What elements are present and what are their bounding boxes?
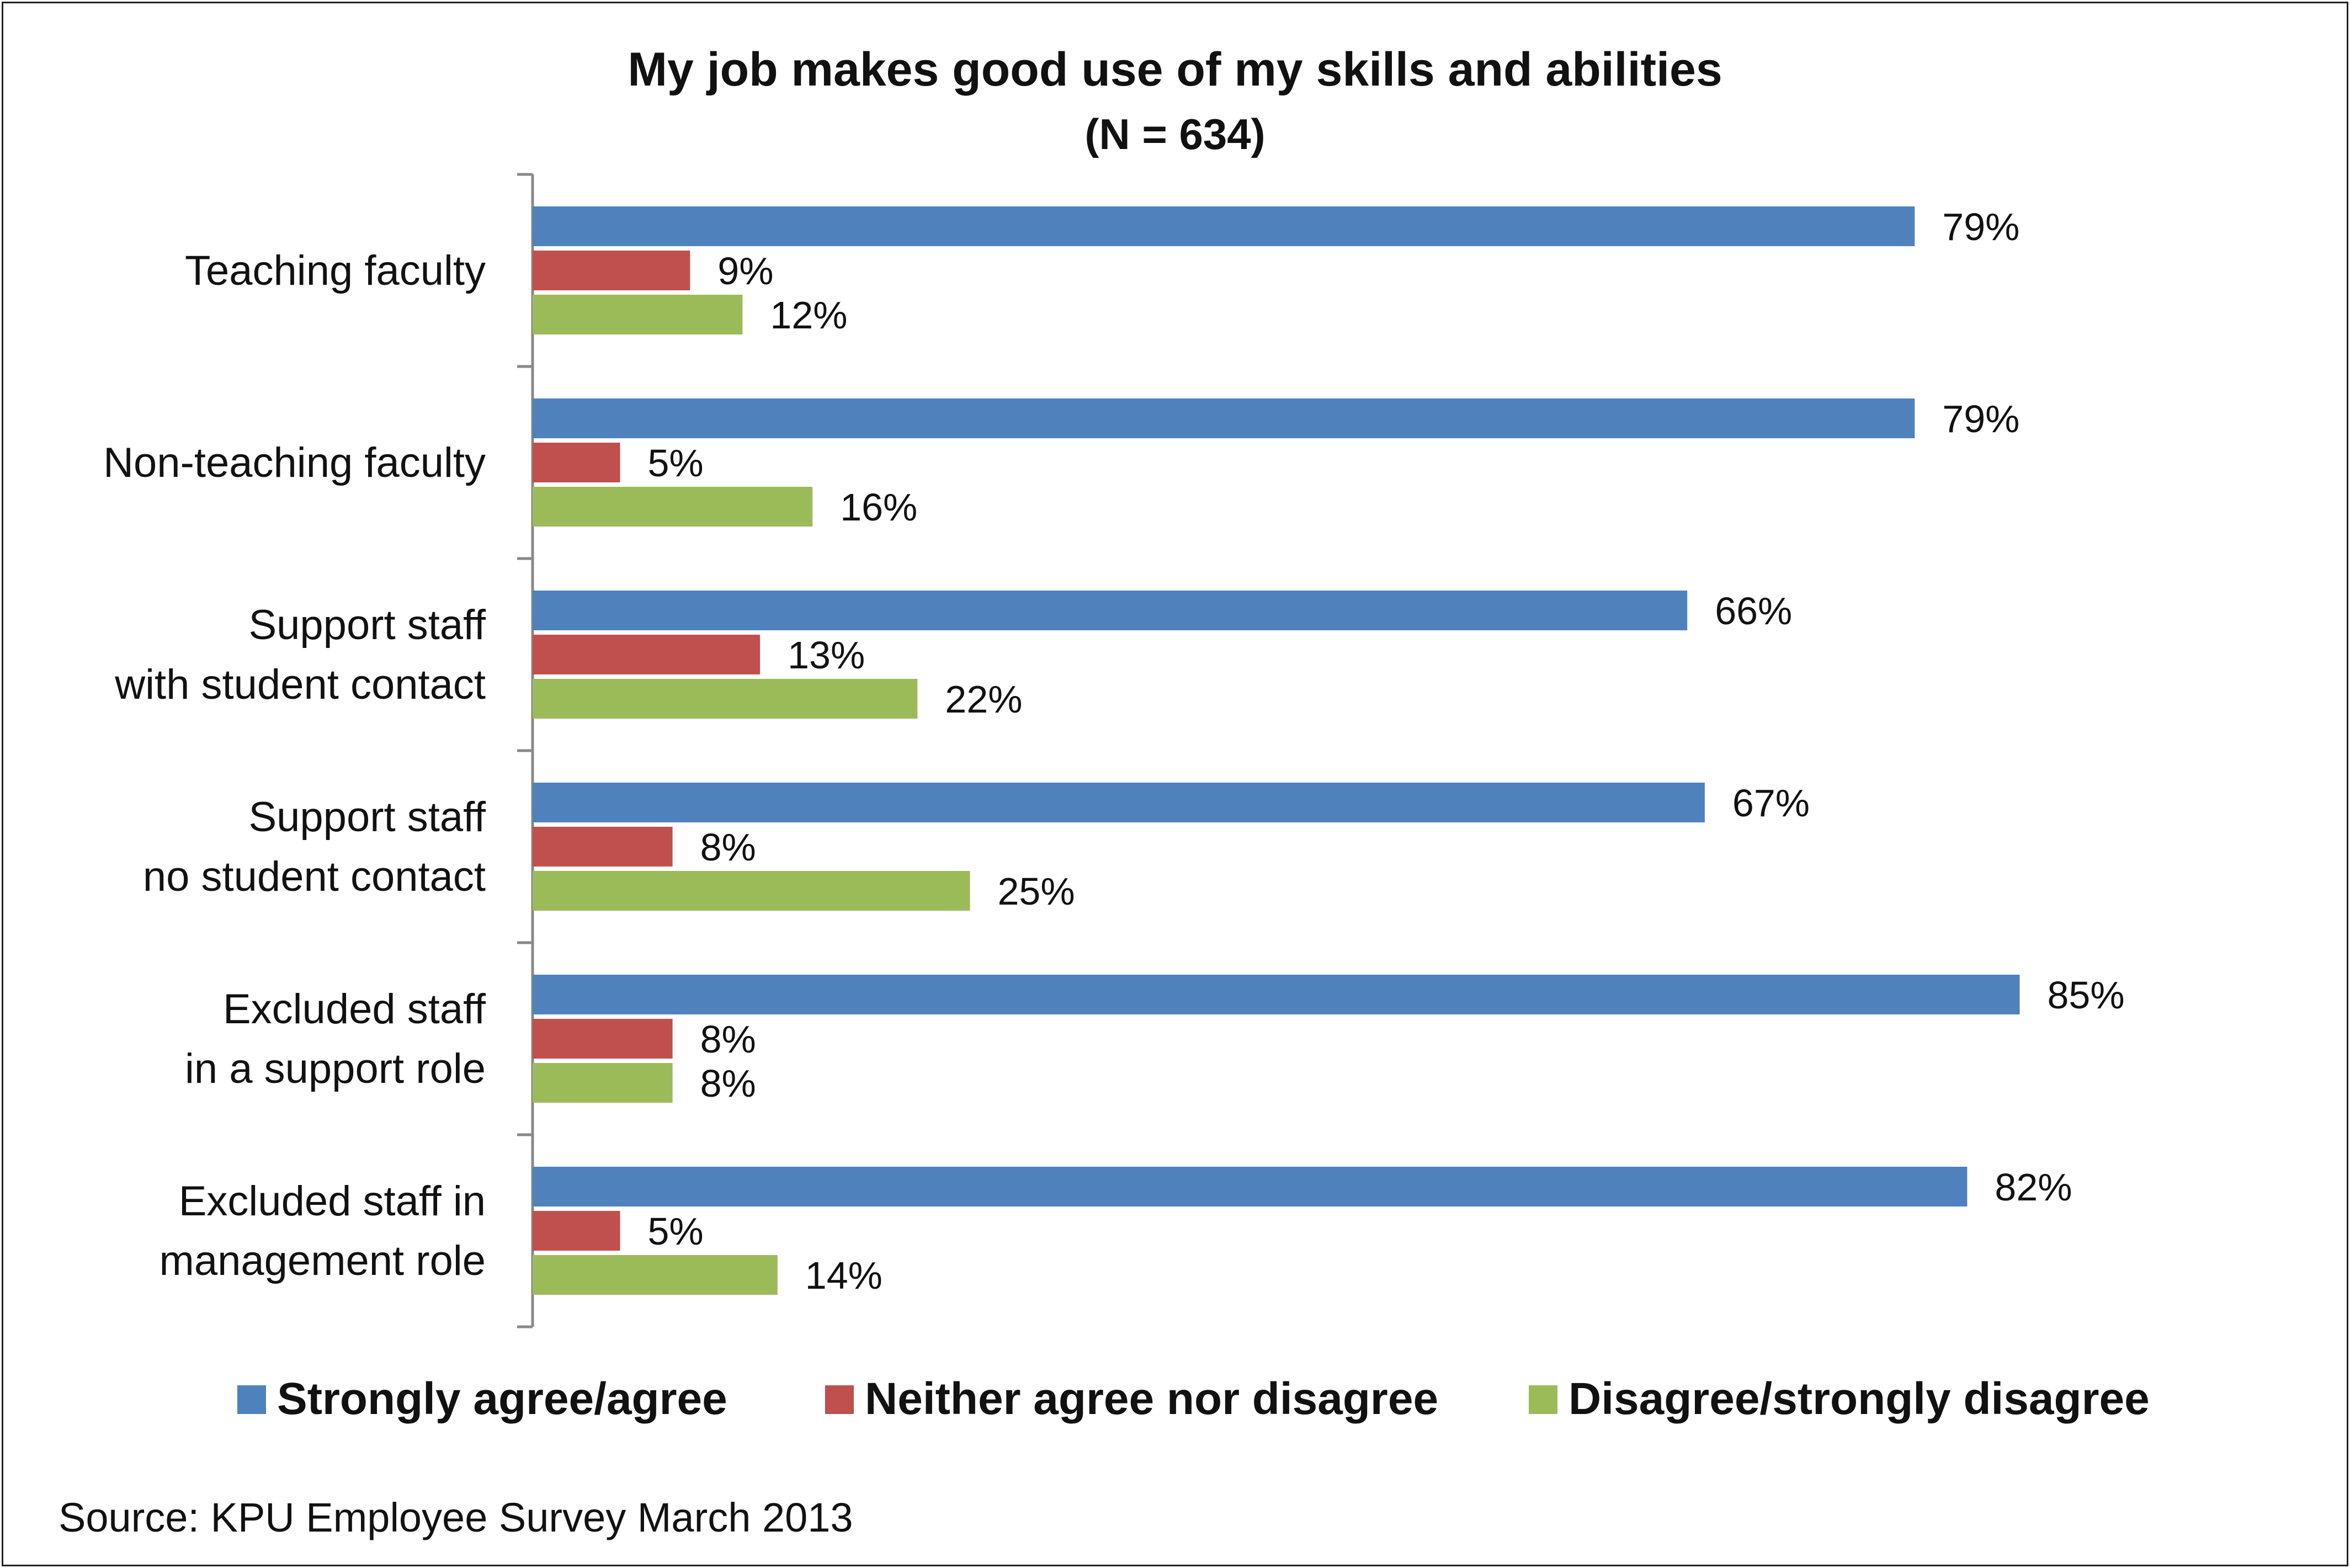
bar [533,1019,673,1059]
chart-subtitle: (N = 634) [1084,110,1265,158]
category-label: Excluded staff [223,986,486,1033]
category-label: management role [159,1237,486,1284]
legend-swatch [1529,1385,1557,1414]
bar [533,591,1688,630]
data-label: 82% [1995,1166,2072,1209]
legend-swatch [237,1385,266,1414]
legend-label: Neither agree nor disagree [865,1374,1438,1424]
bar [533,398,1915,438]
bar [533,295,743,334]
bars-layer [533,206,2020,1295]
bar [533,1063,673,1103]
data-label: 66% [1715,589,1792,632]
data-label: 79% [1942,397,2019,440]
category-label: Support staff [248,794,486,841]
source-note: Source: KPU Employee Survey March 2013 [59,1495,853,1540]
category-label: Support staff [248,602,486,649]
data-label: 12% [770,294,847,337]
data-label: 25% [998,870,1075,913]
bar [533,443,620,482]
legend-swatch [825,1385,854,1414]
bar [533,251,690,290]
data-label: 5% [648,1210,704,1253]
data-label: 5% [648,442,704,485]
data-label: 22% [945,678,1022,721]
bar [533,975,2020,1014]
category-label: Excluded staff in [179,1178,486,1225]
bar [533,783,1705,822]
data-label: 13% [788,634,865,677]
bar [533,827,673,867]
chart-title: My job makes good use of my skills and a… [628,43,1722,96]
bar [533,206,1915,246]
bar [533,1255,778,1295]
data-label: 8% [700,1062,756,1105]
data-label: 67% [1732,782,1810,825]
bar [533,679,918,719]
category-label: Non-teaching faculty [103,439,486,486]
category-label: with student contact [114,661,486,708]
bar [533,871,970,911]
category-label: Teaching faculty [185,247,486,294]
category-label: no student contact [143,853,486,900]
legend-label: Strongly agree/agree [277,1374,727,1424]
data-label: 8% [700,1018,756,1061]
data-label: 8% [700,826,756,869]
y-axis [517,173,534,1328]
data-label: 85% [2048,974,2125,1017]
data-label: 16% [840,486,917,529]
bar [533,635,761,674]
data-label: 79% [1942,205,2019,248]
legend: Strongly agree/agree Neither agree nor di… [237,1374,2150,1424]
bar [533,487,813,527]
data-label: 9% [717,249,773,293]
category-label: in a support role [185,1045,486,1092]
data-labels-layer: 79%9%12%79%5%16%66%13%22%67%8%25%85%8%8%… [648,205,2125,1297]
bar [533,1211,620,1251]
legend-label: Disagree/strongly disagree [1569,1374,2150,1424]
category-labels-layer: Teaching faculty Non-teaching faculty Supp… [103,247,486,1284]
data-label: 14% [805,1254,882,1297]
bar [533,1167,1968,1206]
